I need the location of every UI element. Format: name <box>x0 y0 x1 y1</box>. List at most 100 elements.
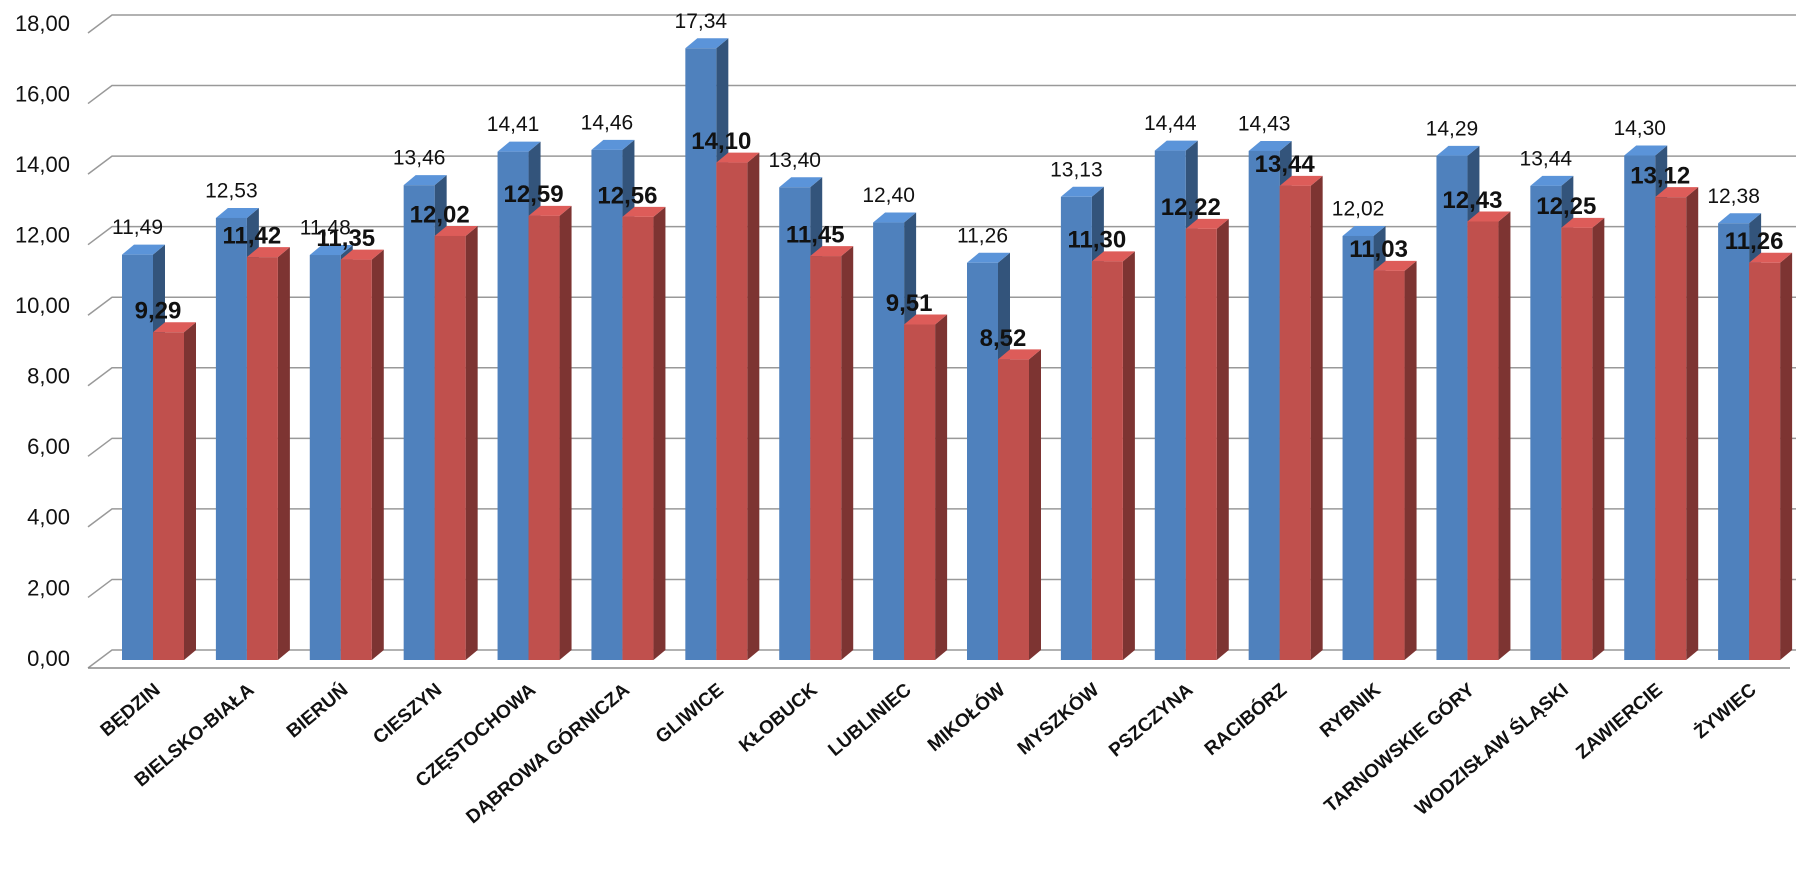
bar <box>1749 252 1793 660</box>
bar-side <box>559 205 572 660</box>
bar-top <box>998 349 1041 360</box>
value-label: 13,46 <box>393 147 446 170</box>
bar-front <box>998 359 1029 660</box>
x-tick-label: RACIBÓRZ <box>1200 679 1291 761</box>
bar-front <box>1091 261 1123 660</box>
bar-front <box>215 217 247 660</box>
bar-front <box>246 257 278 660</box>
grid-line <box>87 225 1796 246</box>
value-label: 12,40 <box>862 184 915 207</box>
value-label: 14,30 <box>1613 117 1666 140</box>
value-label: 11,42 <box>223 222 282 249</box>
bar-top <box>246 247 290 258</box>
bar-front <box>1530 185 1562 660</box>
bar-top <box>1154 140 1198 151</box>
bar <box>1091 251 1135 660</box>
bar <box>434 225 478 660</box>
y-tick-label: 8,00 <box>27 364 70 389</box>
bar-front <box>1467 221 1499 660</box>
bar-top <box>497 141 541 152</box>
bar-front <box>1373 270 1405 660</box>
value-label: 11,35 <box>316 225 375 252</box>
bar-top <box>1718 213 1762 224</box>
bar-top <box>1467 211 1511 222</box>
bar-top <box>1060 186 1104 197</box>
bar-front <box>904 324 936 660</box>
bar-front <box>309 255 341 660</box>
y-tick-label: 0,00 <box>27 646 70 671</box>
grid-line <box>87 437 1796 457</box>
bar-top <box>1373 260 1417 271</box>
bar <box>153 322 196 660</box>
bar-top <box>528 205 572 216</box>
bar <box>340 249 384 660</box>
value-label: 12,56 <box>597 182 657 209</box>
bar-side <box>1498 211 1511 660</box>
bar-top <box>810 246 854 257</box>
bar-top <box>403 175 447 186</box>
value-label: 12,53 <box>205 180 258 203</box>
bar-top <box>622 206 666 217</box>
bar-front <box>1185 228 1217 660</box>
bar-top <box>1436 145 1480 156</box>
value-label: 11,45 <box>786 221 845 248</box>
bar-top <box>1561 217 1605 228</box>
value-label: 14,41 <box>487 113 540 136</box>
value-label: 8,52 <box>980 325 1027 352</box>
grid-line <box>87 296 1796 316</box>
value-label: 14,44 <box>1144 112 1197 135</box>
value-label: 13,12 <box>1630 162 1690 189</box>
grid-line <box>87 155 1796 175</box>
bar-front <box>122 254 153 661</box>
bar-side <box>1404 260 1417 660</box>
bar-side <box>371 249 384 660</box>
bar-top <box>1624 145 1668 156</box>
bar <box>1467 211 1511 660</box>
bar <box>1279 175 1323 660</box>
bar <box>810 246 854 660</box>
bar-front <box>1436 155 1468 660</box>
value-label: 17,34 <box>675 10 728 33</box>
x-tick-label: WODZISŁAW ŚLĄSKI <box>1411 679 1573 820</box>
bar-side <box>1122 251 1135 660</box>
bar-top <box>1530 175 1574 186</box>
x-tick-label: RYBNIK <box>1316 679 1385 742</box>
bar-front <box>1655 197 1687 660</box>
bar-front <box>434 235 466 660</box>
bar-top <box>1091 251 1135 262</box>
bar <box>716 152 760 661</box>
bar <box>1561 217 1605 660</box>
bar-front <box>340 259 372 660</box>
bar-side <box>841 246 854 660</box>
value-label: 11,26 <box>1725 228 1784 255</box>
bar-top <box>1342 225 1386 236</box>
bar <box>246 247 290 660</box>
bar-top <box>1279 175 1323 186</box>
bar-top <box>779 177 823 188</box>
bar-side <box>653 206 666 660</box>
x-tick-label: MIKOŁÓW <box>923 679 1009 756</box>
x-tick-label: GLIWICE <box>652 680 728 748</box>
x-tick-label: ZAWIERCIE <box>1572 680 1666 764</box>
y-tick-label: 12,00 <box>15 222 70 247</box>
value-label: 12,38 <box>1707 185 1760 208</box>
value-label: 12,25 <box>1536 193 1596 220</box>
bar-top <box>904 314 948 325</box>
bar <box>622 206 666 660</box>
bar-top <box>716 152 760 163</box>
value-label: 14,43 <box>1238 112 1291 135</box>
x-tick-label: MYSZKÓW <box>1013 679 1103 760</box>
value-label: 12,02 <box>1332 198 1385 221</box>
value-label: 12,43 <box>1442 187 1502 214</box>
bar-top <box>1185 218 1229 229</box>
value-label: 11,49 <box>112 216 163 239</box>
bar-front <box>1624 155 1656 660</box>
x-tick-label: CIESZYN <box>370 680 447 749</box>
bar <box>904 314 948 660</box>
y-tick-label: 14,00 <box>15 152 70 177</box>
value-label: 14,10 <box>691 128 751 155</box>
value-label: 9,29 <box>135 298 182 325</box>
value-label: 12,59 <box>504 181 564 208</box>
